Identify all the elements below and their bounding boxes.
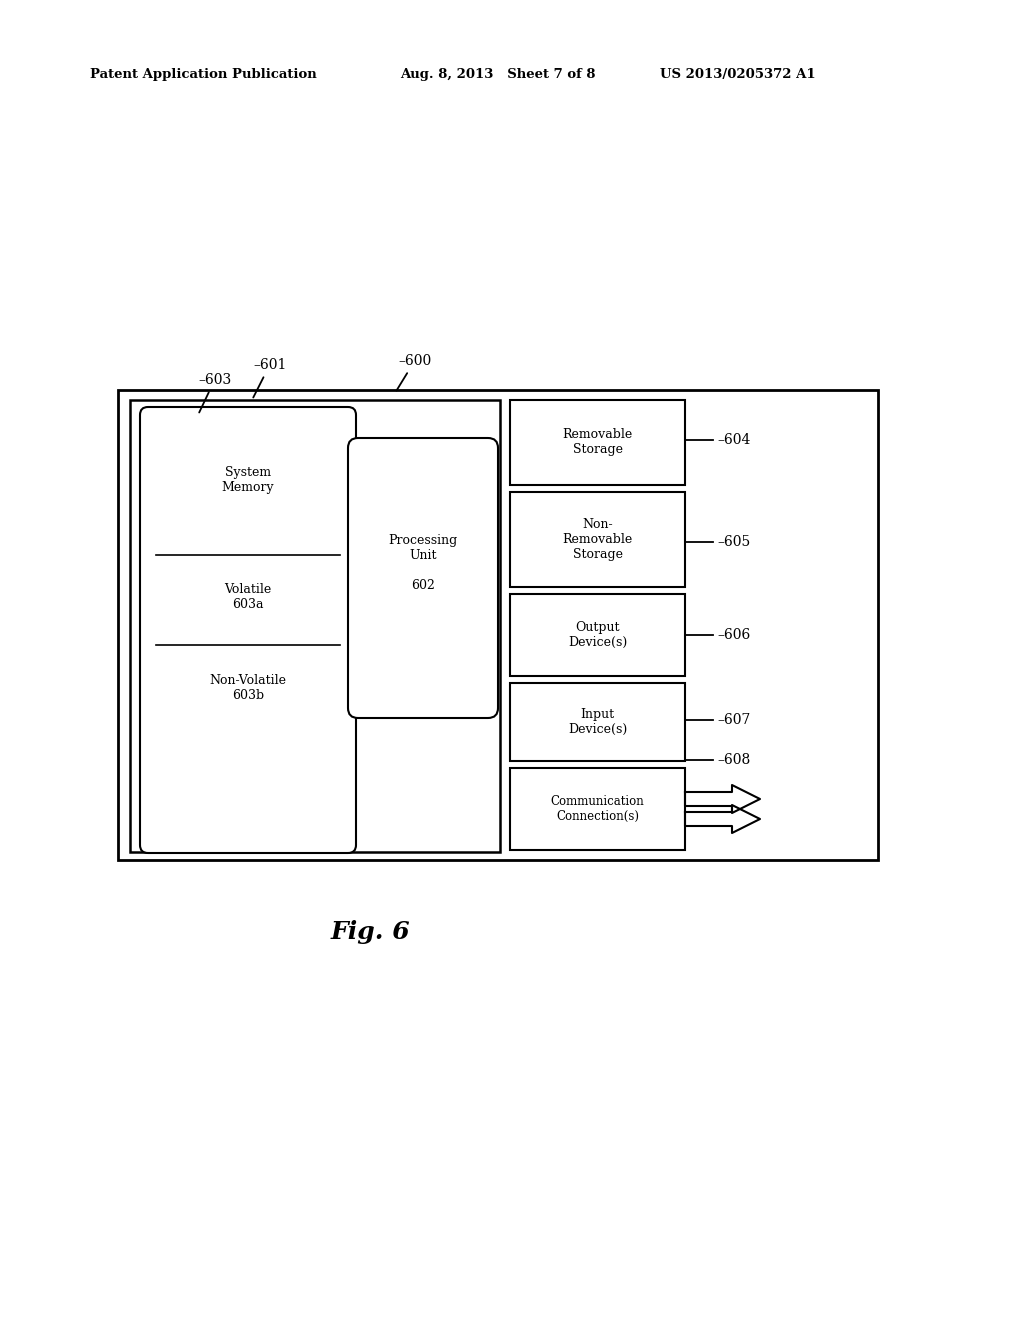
Text: Output
Device(s): Output Device(s) bbox=[568, 620, 627, 649]
Bar bbox=[510, 594, 685, 676]
Text: –607: –607 bbox=[717, 713, 751, 727]
Text: US 2013/0205372 A1: US 2013/0205372 A1 bbox=[660, 69, 816, 81]
Bar bbox=[130, 400, 500, 851]
Bar bbox=[510, 768, 685, 850]
Text: –608: –608 bbox=[717, 752, 751, 767]
Text: System
Memory: System Memory bbox=[221, 466, 274, 494]
Text: Communication
Connection(s): Communication Connection(s) bbox=[551, 795, 644, 822]
Text: Non-Volatile
603b: Non-Volatile 603b bbox=[210, 675, 287, 702]
Text: Non-
Removable
Storage: Non- Removable Storage bbox=[562, 517, 633, 561]
Bar bbox=[510, 400, 685, 484]
Text: Input
Device(s): Input Device(s) bbox=[568, 708, 627, 737]
Text: Processing
Unit

602: Processing Unit 602 bbox=[388, 535, 458, 591]
FancyBboxPatch shape bbox=[140, 407, 356, 853]
Text: –604: –604 bbox=[717, 433, 751, 447]
Text: –601: –601 bbox=[253, 358, 287, 397]
Text: –603: –603 bbox=[198, 374, 231, 412]
Bar bbox=[510, 682, 685, 762]
Text: Patent Application Publication: Patent Application Publication bbox=[90, 69, 316, 81]
Bar bbox=[118, 389, 878, 861]
Text: Aug. 8, 2013   Sheet 7 of 8: Aug. 8, 2013 Sheet 7 of 8 bbox=[400, 69, 596, 81]
Text: –605: –605 bbox=[717, 535, 751, 549]
FancyBboxPatch shape bbox=[348, 438, 498, 718]
Text: –606: –606 bbox=[717, 628, 751, 642]
Text: Fig. 6: Fig. 6 bbox=[330, 920, 410, 944]
Text: Volatile
603a: Volatile 603a bbox=[224, 583, 271, 611]
Text: Removable
Storage: Removable Storage bbox=[562, 429, 633, 457]
Text: –600: –600 bbox=[396, 354, 431, 391]
Bar bbox=[510, 492, 685, 587]
